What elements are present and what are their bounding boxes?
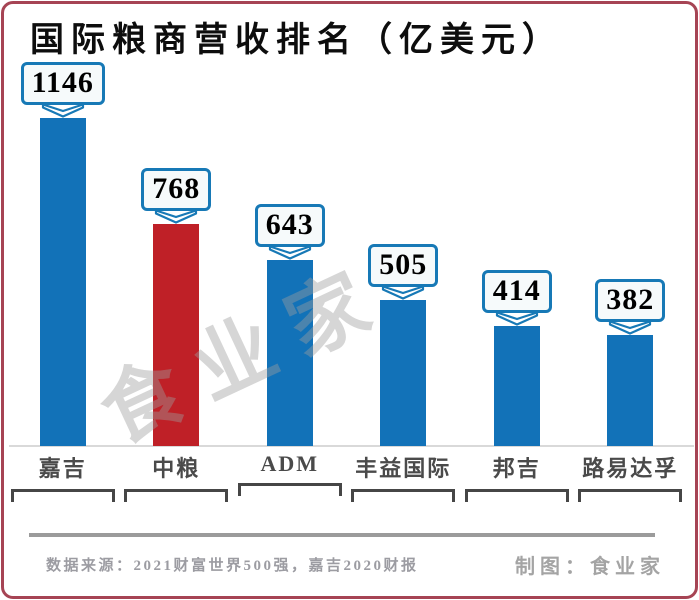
data-source-text: 数据来源：2021财富世界500强，嘉吉2020财报 — [46, 558, 419, 574]
category-bracket — [10, 489, 115, 502]
baseline-axis — [9, 445, 694, 447]
category-label: 中粮 — [152, 456, 201, 481]
value-callout: 505 — [368, 244, 439, 300]
category-bracket — [124, 489, 229, 502]
category-label: 路易达孚 — [582, 456, 679, 481]
category: 邦吉 — [460, 451, 574, 502]
bar — [380, 300, 427, 446]
bars-container: 1146 768 643 505 414 382 — [6, 62, 687, 446]
category-bracket — [578, 489, 683, 502]
bar-column: 768 — [120, 62, 234, 446]
value-label: 643 — [254, 204, 325, 247]
category: 丰益国际 — [347, 451, 461, 502]
category: 路易达孚 — [574, 451, 688, 502]
category-label: 丰益国际 — [355, 456, 452, 481]
value-label: 414 — [481, 270, 552, 313]
category-label: 邦吉 — [492, 456, 541, 481]
bar — [607, 335, 654, 446]
arrow-down-icon — [382, 285, 425, 300]
category: 中粮 — [120, 451, 234, 502]
value-callout: 382 — [595, 279, 666, 335]
bar — [153, 224, 200, 446]
value-label: 768 — [141, 168, 212, 211]
arrow-down-icon — [41, 103, 84, 118]
category-label: ADM — [260, 451, 320, 476]
footer: 数据来源：2021财富世界500强，嘉吉2020财报 制图：食业家 — [46, 550, 665, 579]
arrow-down-icon — [268, 245, 311, 260]
arrow-down-icon — [495, 311, 538, 326]
chart-title: 国际粮商营收排名（亿美元） — [30, 22, 563, 59]
footer-divider — [29, 533, 655, 537]
bar — [493, 326, 540, 446]
bar-column: 382 — [574, 62, 688, 446]
category: 嘉吉 — [6, 451, 120, 502]
value-label: 382 — [595, 279, 666, 322]
value-label: 1146 — [20, 62, 105, 105]
value-callout: 414 — [481, 270, 552, 326]
credit-text: 制图：食业家 — [515, 556, 665, 578]
category-labels-row: 嘉吉 中粮 ADM 丰益国际 邦吉 路易达孚 — [6, 451, 687, 502]
bar — [266, 260, 313, 446]
category-bracket — [237, 483, 342, 496]
value-callout: 1146 — [20, 62, 105, 118]
category-bracket — [351, 489, 456, 502]
arrow-down-icon — [609, 320, 652, 335]
bar — [39, 118, 86, 446]
category: ADM — [233, 451, 347, 502]
bar-column: 1146 — [6, 62, 120, 446]
bar-column: 643 — [233, 62, 347, 446]
value-callout: 643 — [254, 204, 325, 260]
category-bracket — [464, 489, 569, 502]
arrow-down-icon — [155, 209, 198, 224]
value-callout: 768 — [141, 168, 212, 224]
bar-column: 414 — [460, 62, 574, 446]
bar-column: 505 — [347, 62, 461, 446]
value-label: 505 — [368, 244, 439, 287]
category-label: 嘉吉 — [38, 456, 87, 481]
